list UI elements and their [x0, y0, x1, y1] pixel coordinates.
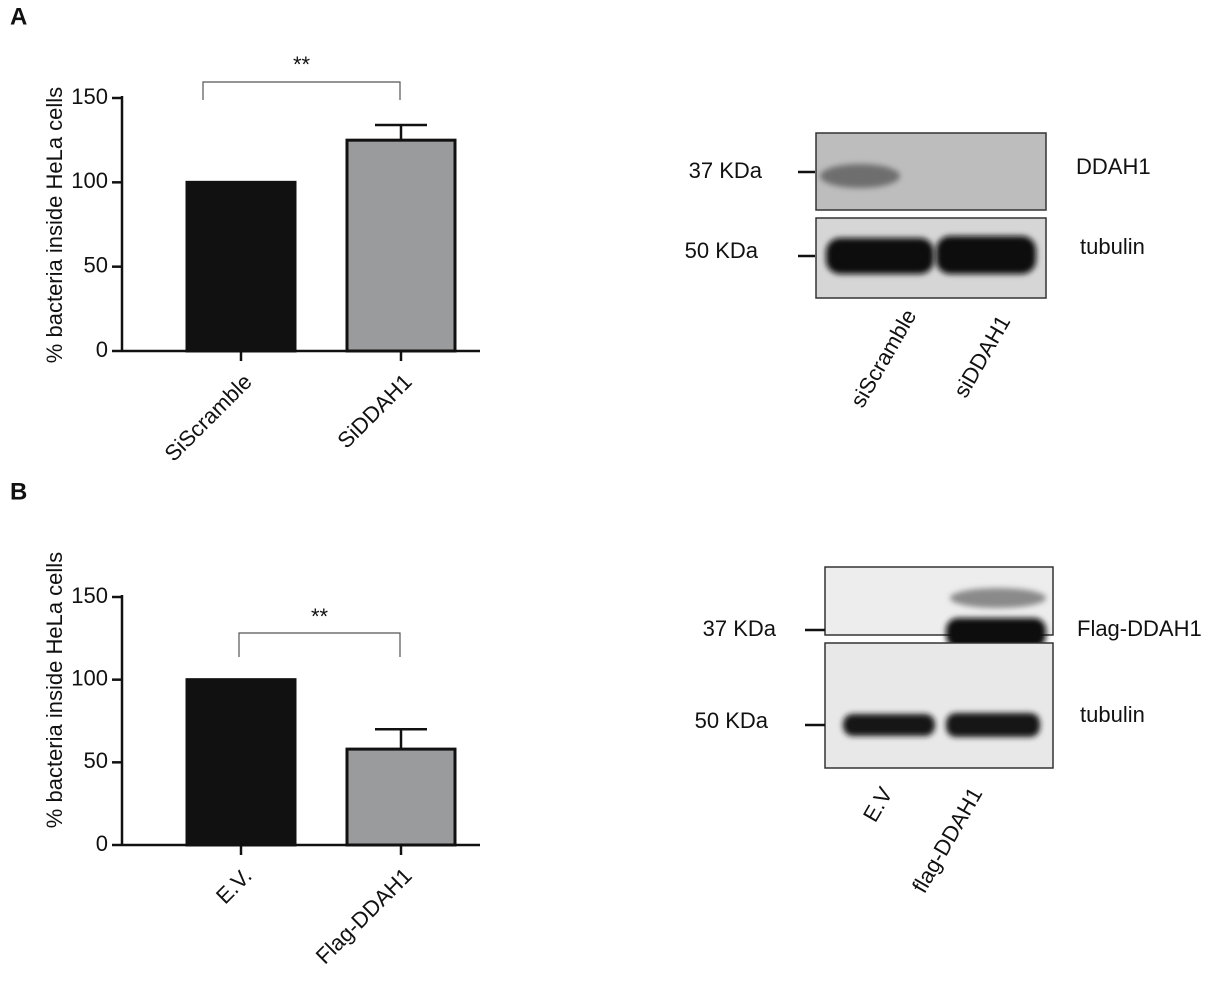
marker-label: 50 KDa	[685, 238, 759, 263]
significance-label: **	[311, 604, 329, 629]
y-tick-label: 0	[96, 337, 108, 362]
bar	[185, 180, 297, 353]
x-tick-label: E.V.	[211, 863, 257, 909]
y-axis-label: % bacteria inside HeLa cells	[42, 87, 67, 363]
band	[843, 714, 935, 736]
marker-label: 37 KDa	[689, 158, 763, 183]
lane-label: siDDAH1	[948, 311, 1015, 402]
blot: 37 KDa 50 KDa DDAH1 tubulin siScramble s…	[685, 132, 1151, 412]
y-tick-label: 150	[71, 84, 108, 109]
band-label: tubulin	[1080, 702, 1145, 727]
bar	[345, 747, 457, 847]
blot: 37 KDa 50 KDa Flag-DDAH1 tubulin E.V fla…	[695, 566, 1202, 897]
bar	[345, 138, 457, 353]
marker-label: 37 KDa	[703, 616, 777, 641]
band	[946, 713, 1040, 737]
band-label: DDAH1	[1076, 154, 1151, 179]
significance-bracket	[238, 632, 401, 657]
x-tick-label: SiDDAH1	[332, 369, 416, 453]
band	[826, 238, 934, 274]
y-tick-label: 100	[71, 665, 108, 690]
significance-label: **	[293, 52, 311, 77]
significance-bracket	[202, 81, 401, 100]
marker-label: 50 KDa	[695, 708, 769, 733]
x-tick-label: SiScramble	[159, 369, 256, 466]
lane-label: siScramble	[845, 305, 921, 412]
y-tick-label: 100	[71, 168, 108, 193]
y-tick-label: 50	[84, 748, 108, 773]
bar	[185, 678, 297, 847]
band	[820, 164, 900, 188]
y-axis-label: % bacteria inside HeLa cells	[42, 552, 67, 828]
band	[936, 236, 1036, 274]
panel-label: B	[10, 478, 27, 505]
band	[946, 618, 1046, 648]
band-label: Flag-DDAH1	[1077, 616, 1202, 641]
lane-label: E.V	[858, 783, 898, 826]
y-tick-label: 50	[84, 252, 108, 277]
panel-label: A	[10, 3, 27, 30]
band-label: tubulin	[1080, 234, 1145, 259]
y-tick-label: 150	[71, 583, 108, 608]
lane-label: flag-DDAH1	[907, 783, 987, 897]
band	[950, 588, 1046, 608]
blot-frame	[824, 642, 1054, 769]
x-tick-label: Flag-DDAH1	[311, 863, 417, 969]
y-tick-label: 0	[96, 831, 108, 856]
